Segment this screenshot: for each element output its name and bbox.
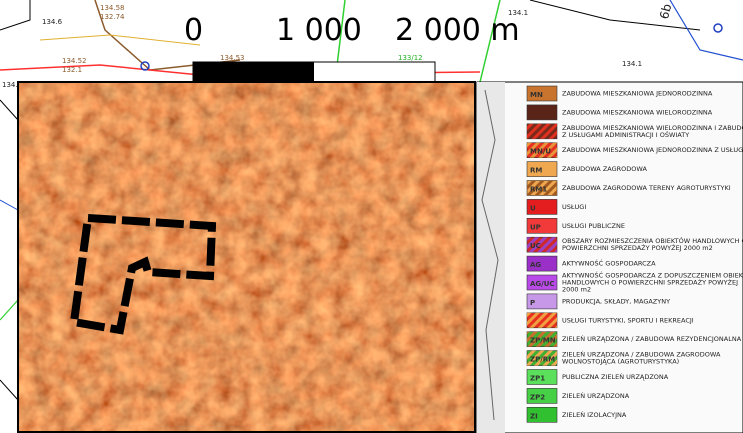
legend-item: MN ZABUDOWA MIESZKANIOWA JEDNORODZINNA: [526, 85, 713, 102]
legend-swatch: [526, 161, 558, 177]
legend-hatch: [527, 312, 557, 328]
scale-label: 0: [184, 13, 203, 48]
legend-label: ZIELEŃ IZOLACYJNA: [562, 410, 627, 419]
legend-code: ZP1: [530, 375, 545, 383]
legend-label: AKTYWNOŚĆ GOSPODARCZA Z DOPUSZCZENIEM OB…: [562, 271, 743, 294]
legend-label: ZABUDOWA MIESZKANIOWA WIELORODZINNA: [562, 108, 713, 116]
map-labels: 134.6 134.58 132.74 134.1 6b 134.52 132.…: [2, 2, 674, 89]
map-label: 134.53: [220, 54, 245, 62]
legend-label: ZABUDOWA MIESZKANIOWA JEDNORODZINNA Z US…: [562, 146, 743, 154]
legend-label: USŁUGI: [562, 203, 586, 211]
legend: MN ZABUDOWA MIESZKANIOWA JEDNORODZINNA ZAB…: [476, 81, 743, 433]
legend-item: UC OBSZARY ROZMIESZCZENIA OBIEKTÓW HANDLO…: [526, 236, 743, 253]
map-label: 134.58: [100, 4, 125, 12]
legend-label: ZIELEŃ URZĄDZONA / ZABUDOWA ZAGRODOWA WOL…: [562, 350, 721, 366]
legend-item: AG AKTYWNOŚĆ GOSPODARCZA: [526, 255, 656, 272]
legend-label: USŁUGI PUBLICZNE: [562, 222, 625, 230]
legend-item: ZABUDOWA MIESZKANIOWA WIELORODZINNA I ZA…: [526, 123, 743, 140]
legend-swatch: [526, 293, 558, 310]
legend-label: ZABUDOWA ZAGRODOWA: [562, 165, 647, 173]
map-label: 134.1: [508, 9, 528, 17]
legend-item: ZABUDOWA MIESZKANIOWA WIELORODZINNA: [526, 104, 713, 121]
legend-code: ZP/RM: [530, 356, 555, 364]
legend-item: AG/UC AKTYWNOŚĆ GOSPODARCZA Z DOPUSZCZENI…: [526, 271, 743, 294]
legend-swatch: [526, 369, 558, 385]
legend-hatch: [527, 180, 557, 196]
legend-swatch: [526, 406, 558, 423]
legend-swatch: [526, 199, 558, 215]
legend-code: MN/U: [530, 148, 551, 156]
legend-item: RM ZABUDOWA ZAGRODOWA: [526, 161, 647, 177]
legend-code: P: [530, 299, 535, 307]
legend-swatch: [526, 218, 558, 234]
legend-label: PRODUKCJA, SKŁADY, MAGAZYNY: [562, 297, 670, 305]
legend-hatch: [527, 331, 557, 347]
legend-label: ZIELEŃ URZĄDZONA: [562, 391, 630, 400]
legend-code: MN: [530, 91, 543, 99]
map-label: 132.74: [100, 13, 125, 21]
legend-label: PUBLICZNA ZIELEŃ URZĄDZONA: [562, 372, 669, 381]
legend-swatch: [526, 388, 558, 404]
map-label: 134.: [2, 81, 18, 89]
legend-swatch: [526, 104, 558, 121]
map-label: 134.6: [42, 18, 63, 26]
legend-item: P PRODUKCJA, SKŁADY, MAGAZYNY: [526, 293, 670, 310]
legend-item: RM1 ZABUDOWA ZAGRODOWA TERENY AGROTURYSTY…: [526, 180, 731, 196]
legend-code: RM: [530, 167, 542, 175]
legend-item: U USŁUGI: [526, 199, 586, 215]
legend-hatch: [527, 237, 557, 253]
legend-item: ZP1 PUBLICZNA ZIELEŃ URZĄDZONA: [526, 369, 669, 385]
legend-label: ZABUDOWA MIESZKANIOWA JEDNORODZINNA: [562, 90, 713, 98]
legend-code: AG: [530, 261, 541, 269]
legend-label: USŁUGI TURYSTYKI, SPORTU I REKREACJI: [562, 316, 694, 324]
legend-label: ZABUDOWA ZAGRODOWA TERENY AGROTURYSTYKI: [562, 184, 731, 192]
legend-label: AKTYWNOŚĆ GOSPODARCZA: [562, 259, 656, 268]
legend-code: UC: [530, 242, 541, 250]
legend-item: ZP2 ZIELEŃ URZĄDZONA: [526, 388, 630, 404]
legend-code: ZP2: [530, 393, 545, 401]
legend-label: ZIELEŃ URZĄDZONA / ZABUDOWA REZYDENCJONA…: [562, 334, 742, 343]
map-label: 134.52: [62, 57, 87, 65]
legend-hatch: [527, 142, 557, 158]
legend-item: ZI ZIELEŃ IZOLACYJNA: [526, 406, 627, 423]
legend-code: U: [530, 204, 536, 212]
map-label: 6b: [657, 2, 674, 20]
legend-swatch: [526, 255, 558, 272]
scale-label: 2 000 m: [395, 13, 520, 48]
legend-item: MN/U ZABUDOWA MIESZKANIOWA JEDNORODZINNA …: [526, 142, 743, 158]
legend-label: ZABUDOWA MIESZKANIOWA WIELORODZINNA I ZA…: [562, 124, 743, 139]
legend-code: UP: [530, 223, 541, 231]
legend-hatch: [527, 123, 557, 139]
legend-item: UP USŁUGI PUBLICZNE: [526, 218, 625, 234]
legend-code: ZP/MN: [530, 337, 556, 345]
map-label: 133/12: [398, 54, 423, 62]
scale-bar: 0 1 000 2 000 m: [184, 13, 520, 83]
scale-label: 1 000: [276, 13, 362, 48]
map-label: 134.1: [622, 60, 642, 68]
legend-label: OBSZARY ROZMIESZCZENIA OBIEKTÓW HANDLOWY…: [562, 236, 743, 252]
legend-code: AG/UC: [530, 280, 555, 288]
legend-swatch: [526, 85, 558, 102]
map-label: 132.1: [62, 66, 82, 74]
legend-item: USŁUGI TURYSTYKI, SPORTU I REKREACJI: [526, 312, 694, 329]
legend-item: ZP/RM ZIELEŃ URZĄDZONA / ZABUDOWA ZAGRODO…: [526, 350, 721, 366]
legend-swatch: [526, 274, 558, 291]
legend-code: RM1: [530, 186, 547, 194]
aerial-image: [17, 81, 476, 433]
legend-hatch: [527, 350, 557, 366]
legend-code: ZI: [530, 412, 538, 420]
legend-item: ZP/MN ZIELEŃ URZĄDZONA / ZABUDOWA REZYDEN…: [526, 331, 742, 348]
